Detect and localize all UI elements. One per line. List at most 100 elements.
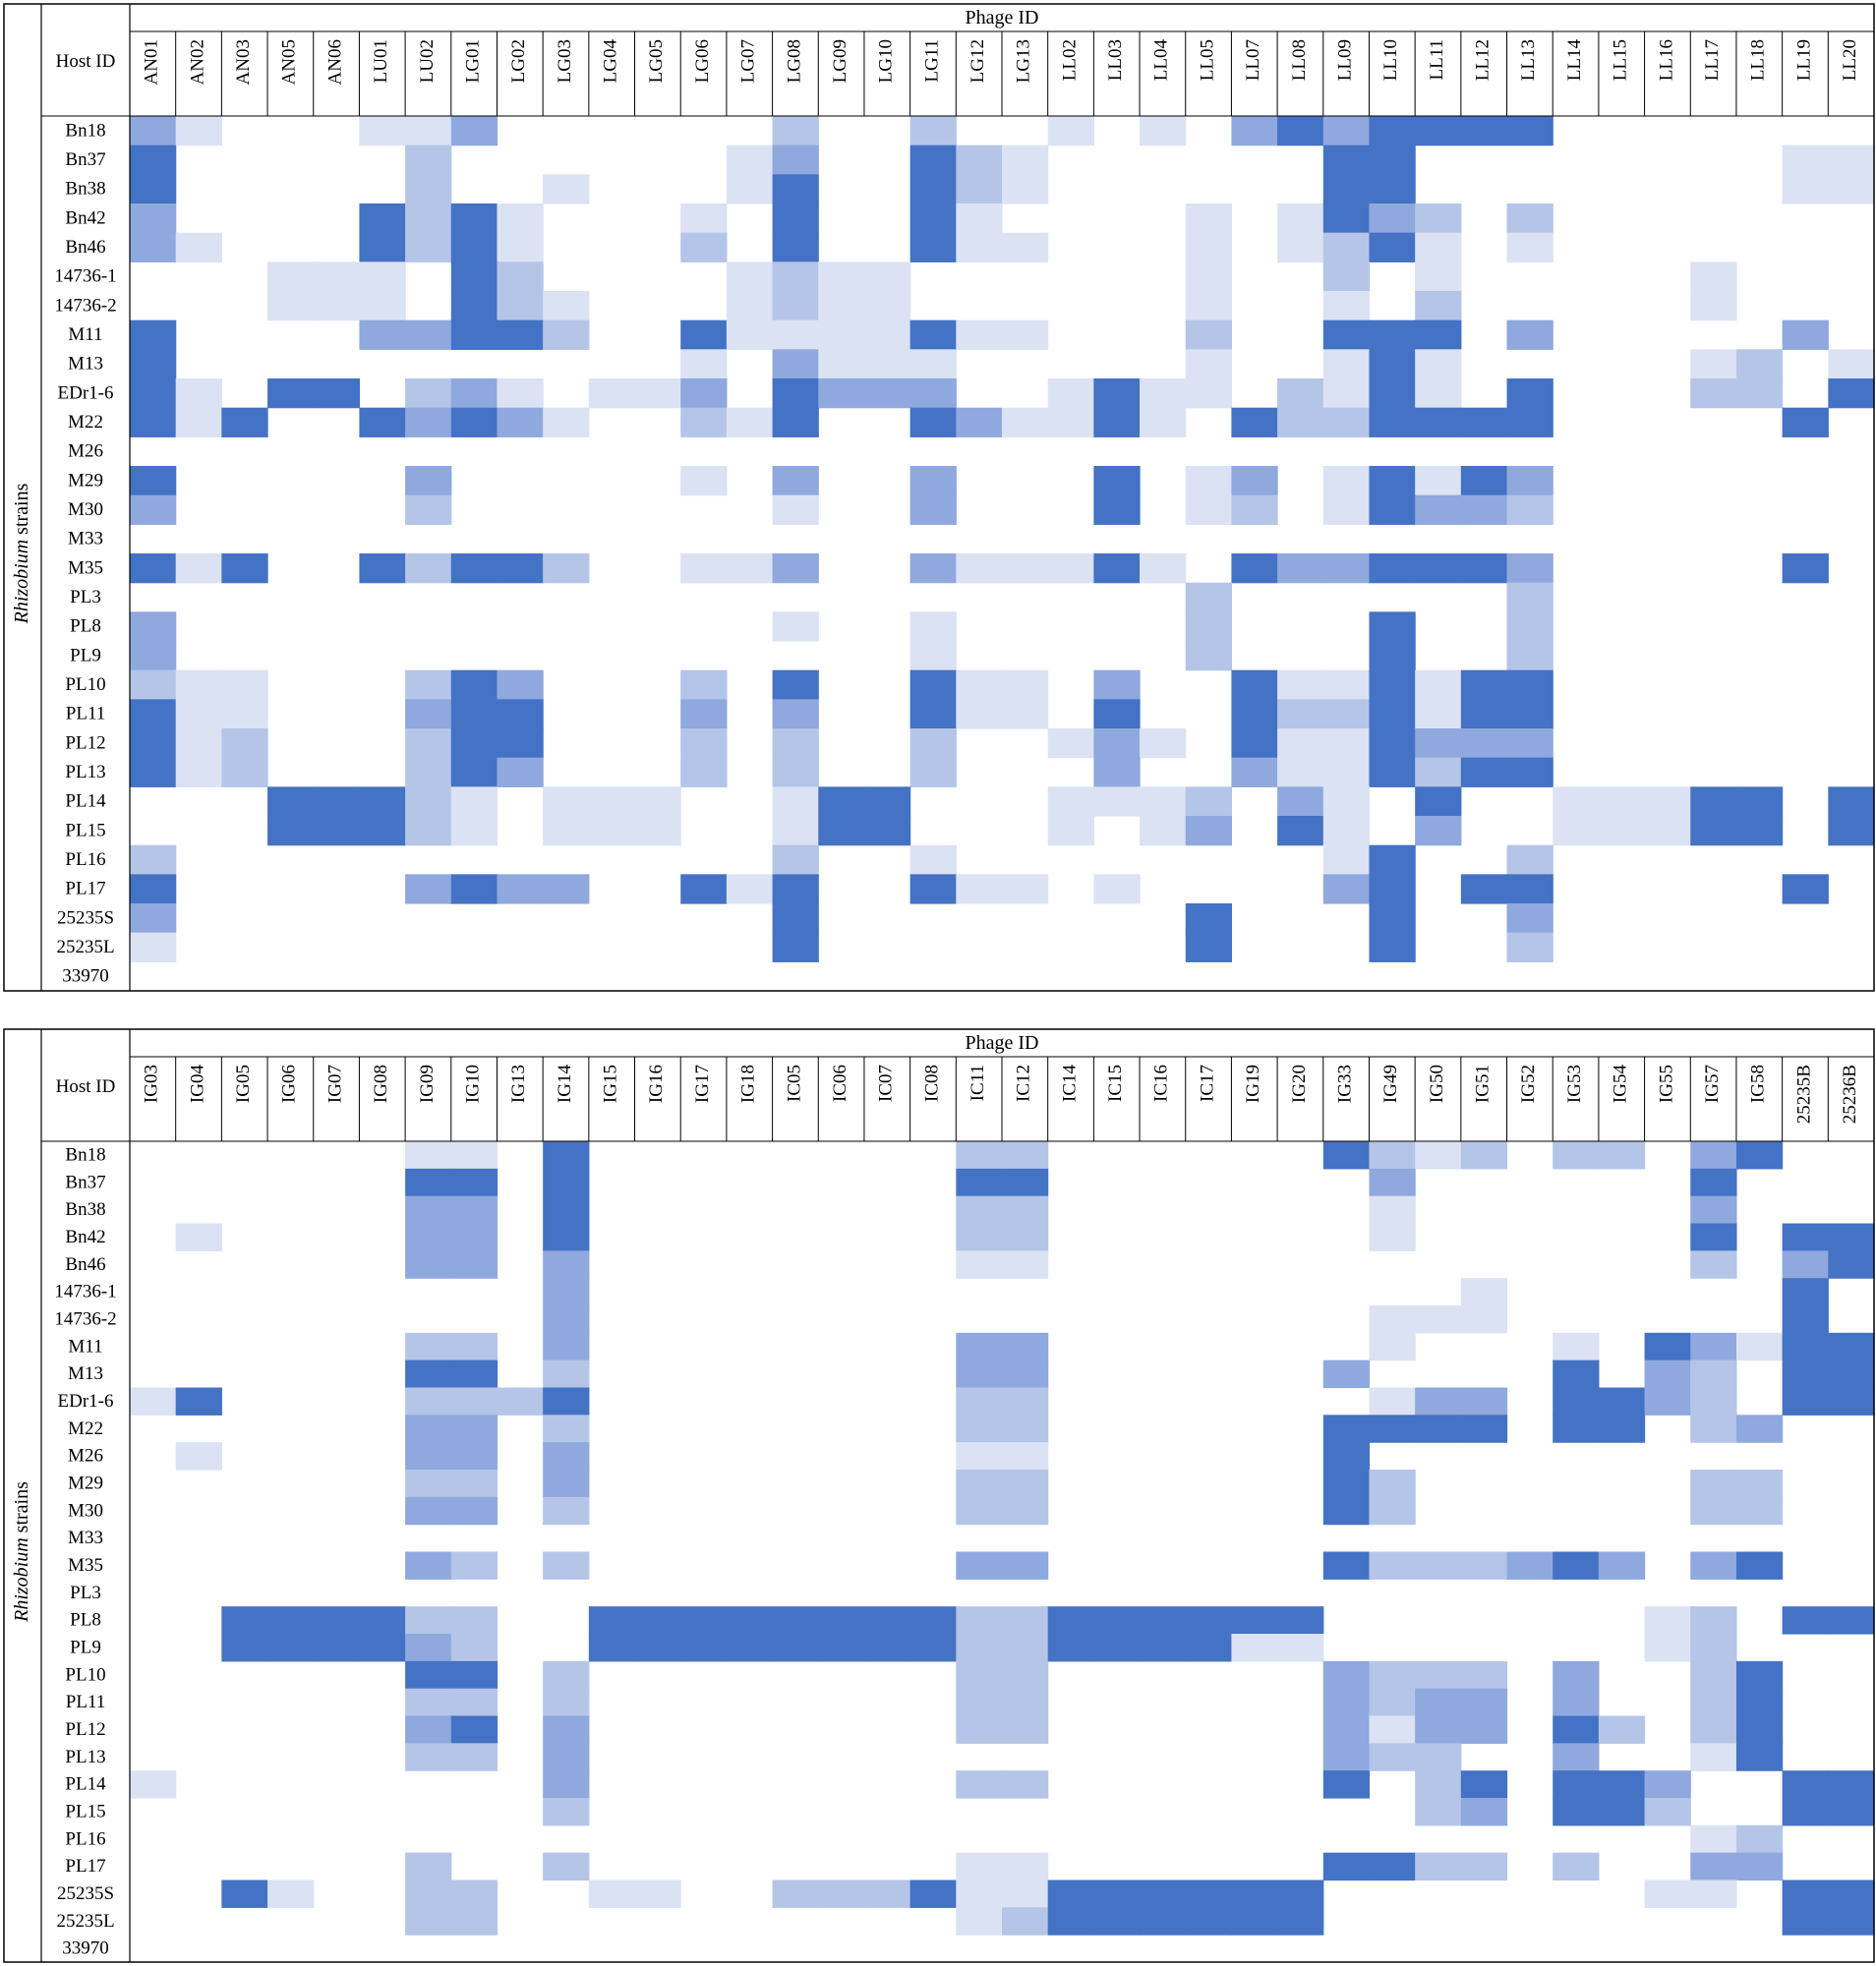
row-label: M30 [68, 1500, 103, 1521]
heatmap-cell [1415, 1415, 1462, 1443]
heatmap-cell [1735, 1496, 1784, 1526]
heatmap-cell [359, 816, 406, 846]
heatmap-cell [863, 261, 911, 292]
heatmap-cell [1369, 728, 1416, 759]
column-label: LL09 [1334, 39, 1355, 81]
heatmap-cell [1002, 553, 1049, 584]
heatmap-cell [818, 1634, 865, 1662]
column-label: AN06 [324, 39, 345, 85]
heatmap-cell [1277, 816, 1324, 846]
heatmap-cell [497, 1387, 544, 1416]
heatmap-cell [221, 1606, 268, 1635]
heatmap-cell [1322, 174, 1371, 204]
heatmap-cell [1369, 699, 1416, 729]
heatmap-cell [1185, 641, 1233, 671]
column-label: LG01 [462, 39, 483, 83]
heatmap-cell [1828, 1359, 1875, 1389]
heatmap-cell [221, 407, 268, 437]
heatmap-cell [1782, 1798, 1829, 1826]
heatmap-cell [1185, 903, 1233, 934]
heatmap-cell [450, 553, 498, 584]
heatmap-cell [1047, 1606, 1094, 1635]
column-label: LU02 [417, 39, 438, 83]
heatmap-cell [405, 728, 452, 759]
heatmap-cell [1369, 1305, 1416, 1334]
heatmap-cell [818, 816, 865, 846]
heatmap-cell [1690, 1332, 1737, 1361]
heatmap-cell [726, 407, 774, 437]
heatmap-cell [130, 844, 177, 875]
heatmap-cell [1002, 1168, 1049, 1197]
column-label: LL07 [1243, 39, 1263, 81]
heatmap-cell [450, 203, 498, 234]
heatmap-cell [1782, 319, 1829, 350]
heatmap-cell [313, 786, 361, 817]
heatmap-cell [1369, 874, 1416, 904]
heatmap-cell [818, 786, 865, 817]
heatmap-cell [1735, 378, 1784, 409]
heatmap-cell [588, 816, 636, 846]
heatmap-cell [175, 378, 222, 409]
heatmap-cell [1553, 1332, 1600, 1361]
heatmap-cell [543, 1688, 590, 1717]
column-label: LU01 [371, 39, 391, 83]
heatmap-cell [818, 319, 865, 350]
heatmap-cell [1506, 378, 1554, 409]
heatmap-cell [450, 1359, 498, 1389]
heatmap-cell [1690, 1250, 1737, 1279]
heatmap-cell [1735, 786, 1784, 817]
heatmap-cell [1277, 699, 1324, 729]
heatmap-cell [1735, 816, 1784, 846]
heatmap-cell [588, 1606, 636, 1635]
column-label: IG10 [462, 1065, 483, 1103]
heatmap-cell [1047, 1907, 1094, 1936]
heatmap-cell [909, 757, 957, 787]
heatmap-cell [1369, 669, 1416, 700]
heatmap-cell [772, 349, 819, 379]
heatmap-cell [130, 1770, 177, 1799]
row-label: Bn42 [65, 1227, 105, 1247]
heatmap-cell [497, 699, 544, 729]
heatmap-cell [130, 145, 177, 175]
column-label: LG06 [692, 39, 713, 83]
heatmap-cell [1002, 1250, 1049, 1279]
heatmap-cell [450, 1743, 498, 1771]
heatmap-cell [1460, 1715, 1508, 1744]
heatmap-cell [1002, 174, 1049, 204]
heatmap-cell [1185, 261, 1233, 292]
heatmap-cell [956, 699, 1003, 729]
heatmap-cell [1322, 1415, 1371, 1443]
heatmap-cell [956, 1415, 1003, 1443]
heatmap-cell [1644, 1879, 1691, 1908]
heatmap-cell [1369, 932, 1416, 962]
heatmap-cell [1690, 349, 1737, 379]
column-label: LL10 [1380, 39, 1401, 81]
heatmap-cell [680, 466, 728, 496]
heatmap-cell [1506, 232, 1554, 262]
heatmap-cell [1460, 757, 1508, 787]
heatmap-cell [1415, 116, 1462, 146]
heatmap-cell [956, 1223, 1003, 1251]
heatmap-cell [267, 291, 315, 321]
heatmap-cell [1782, 874, 1829, 904]
row-label: Bn46 [65, 237, 105, 258]
heatmap-cell [543, 816, 590, 846]
y-axis-label: Rhizobium strains [11, 483, 32, 624]
heatmap-cell [313, 378, 361, 409]
heatmap-cell [1460, 466, 1508, 496]
heatmap-cell [1415, 1798, 1462, 1826]
heatmap-cell [497, 669, 544, 700]
heatmap-cell [1002, 1688, 1049, 1717]
row-label: M35 [68, 1555, 103, 1576]
heatmap-cell [772, 786, 819, 817]
panel-frame [3, 1028, 1875, 1963]
row-label: M22 [68, 1418, 103, 1439]
heatmap-cell [450, 1168, 498, 1197]
heatmap-cell [1322, 145, 1371, 175]
heatmap-cell [1690, 1387, 1737, 1416]
heatmap-cell [1185, 494, 1233, 525]
heatmap-cell [1415, 232, 1462, 262]
row-label: Bn37 [65, 149, 105, 170]
heatmap-cell [1002, 1223, 1049, 1251]
column-label: LG07 [738, 39, 759, 83]
